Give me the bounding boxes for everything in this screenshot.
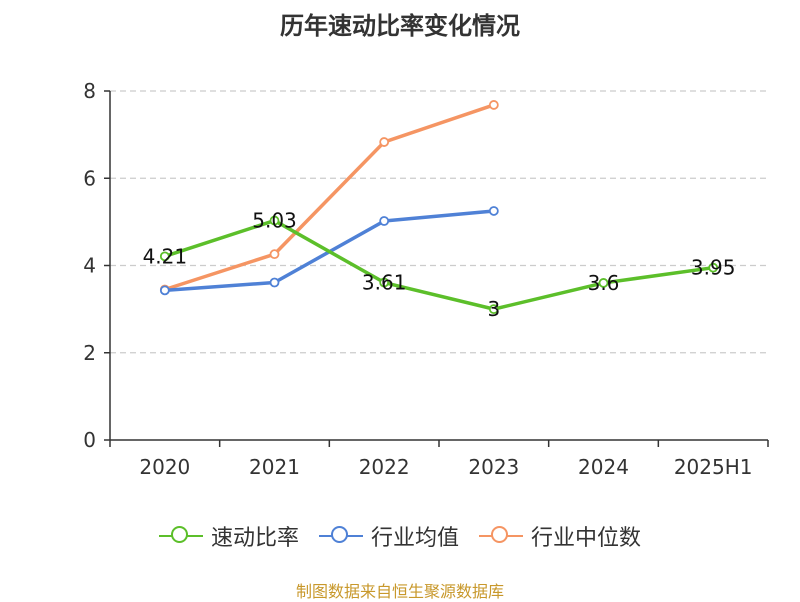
data-labels: 4.21 5.03 3.61 3 3.6 3.95 <box>143 209 736 322</box>
legend-item-0[interactable]: 速动比率 <box>158 520 299 552</box>
x-tick-label-3: 2023 <box>468 455 519 479</box>
y-tick-label-3: 6 <box>83 166 96 190</box>
y-tick-label-0: 0 <box>83 428 96 452</box>
legend-dot-0 <box>170 526 188 543</box>
point-s0-3[interactable] <box>488 304 499 315</box>
y-tick-label-2: 4 <box>83 254 96 278</box>
data-label-0: 4.21 <box>143 244 188 268</box>
x-tick-label-5: 2025H1 <box>674 455 753 479</box>
x-tick-label-2: 2022 <box>359 455 410 479</box>
point-s2-3[interactable] <box>488 100 499 110</box>
legend-dot-2 <box>491 526 508 543</box>
y-tick-label-1: 2 <box>83 341 96 365</box>
source-note: 制图数据来自恒生聚源数据库 <box>295 582 504 601</box>
legend-swatch-icon <box>318 524 363 548</box>
point-s0-4[interactable] <box>598 278 609 288</box>
legend-item-1[interactable]: 行业均值 <box>318 520 459 552</box>
x-tick-label-4: 2024 <box>578 455 629 479</box>
y-tick-label-4: 8 <box>83 79 96 103</box>
point-s1-3[interactable] <box>488 206 499 216</box>
point-s2-2[interactable] <box>379 137 390 147</box>
series-line-2 <box>164 103 495 292</box>
axes: 0 2 4 6 8 2020 2021 2022 2023 2024 2025H1 <box>83 79 769 479</box>
legend: 速动比率 行业均值 行业中位数 <box>0 520 800 552</box>
legend-swatch-icon <box>479 524 523 548</box>
point-s0-2[interactable] <box>379 277 390 288</box>
point-s0-0[interactable] <box>159 251 170 262</box>
point-s1-1[interactable] <box>269 277 280 288</box>
point-s1-2[interactable] <box>379 216 390 226</box>
data-label-5: 3.95 <box>691 256 736 280</box>
series-lines <box>159 100 719 315</box>
legend-dot-1 <box>330 526 348 543</box>
point-s1-0[interactable] <box>159 285 170 296</box>
chart-title: 历年速动比率变化情况 <box>280 12 520 40</box>
data-label-1: 5.03 <box>252 209 297 233</box>
x-tick-label-1: 2021 <box>249 455 300 479</box>
gridlines <box>110 90 768 354</box>
legend-swatch-icon <box>158 524 203 548</box>
point-s2-1[interactable] <box>269 249 280 260</box>
legend-label-2: 行业中位数 <box>531 526 642 551</box>
legend-label-1: 行业均值 <box>370 526 459 551</box>
point-s0-1[interactable] <box>269 215 280 226</box>
point-s0-5[interactable] <box>708 262 719 273</box>
legend-label-0: 速动比率 <box>210 526 299 551</box>
x-tick-label-0: 2020 <box>139 455 190 479</box>
data-label-4: 3.6 <box>588 271 620 295</box>
series-line-0 <box>164 218 714 311</box>
data-label-2: 3.61 <box>362 271 407 295</box>
legend-item-2[interactable]: 行业中位数 <box>479 520 641 552</box>
data-label-3: 3 <box>487 297 500 321</box>
